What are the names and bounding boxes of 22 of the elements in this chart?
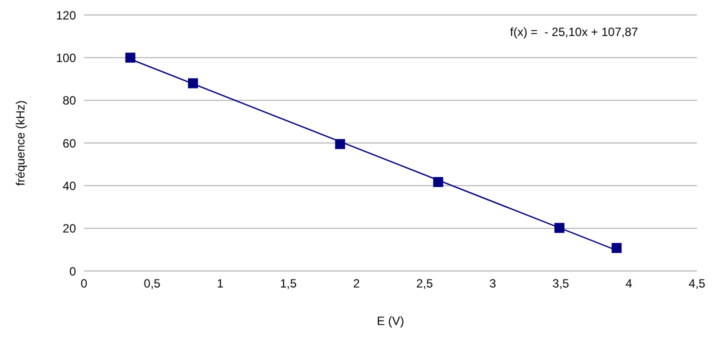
x-tick-label: 0,5 xyxy=(144,276,161,291)
x-tick-label: 4 xyxy=(626,276,633,291)
y-tick-label: 40 xyxy=(62,178,76,193)
x-axis-title: E (V) xyxy=(376,314,404,328)
y-tick-label: 80 xyxy=(62,94,76,108)
y-tick-label: 120 xyxy=(56,8,76,22)
x-tick-label: 0 xyxy=(80,276,88,291)
y-tick-label: 60 xyxy=(62,136,76,150)
x-tick-label: 3,5 xyxy=(552,276,570,291)
point xyxy=(612,242,622,253)
y-tick-label: 20 xyxy=(62,222,76,236)
point xyxy=(125,52,136,63)
y-axis-title: fréquence (kHz) xyxy=(13,100,28,186)
x-tick-label: 4,5 xyxy=(688,276,706,291)
annotation: f(x) = - 25,10x + 107,87 xyxy=(510,25,638,39)
y-tick-label: 0 xyxy=(69,264,76,278)
x-tick-label: 1 xyxy=(216,276,224,291)
x-tick-label: 3 xyxy=(489,276,496,291)
x-tick-label: 2,5 xyxy=(416,276,434,291)
x-tick-label: 1,5 xyxy=(280,276,297,291)
y-tick-label: 100 xyxy=(56,50,76,65)
x-tick-label: 2 xyxy=(353,276,360,291)
